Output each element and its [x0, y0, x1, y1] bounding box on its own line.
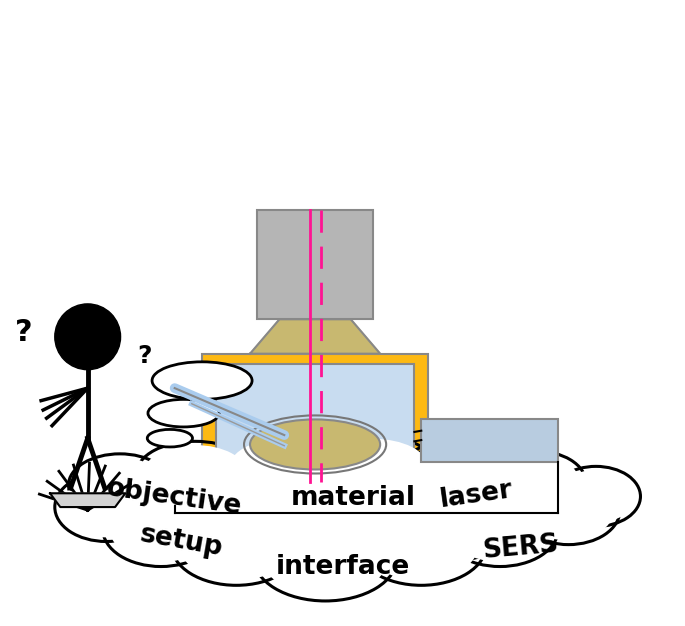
Ellipse shape	[397, 441, 514, 504]
Text: ?: ?	[137, 344, 151, 368]
Ellipse shape	[110, 496, 212, 562]
Bar	[421, 419, 558, 462]
Ellipse shape	[137, 448, 548, 573]
Ellipse shape	[55, 473, 158, 541]
Ellipse shape	[223, 435, 346, 498]
Ellipse shape	[442, 491, 558, 567]
Text: setup: setup	[138, 521, 225, 562]
Ellipse shape	[262, 518, 388, 596]
Ellipse shape	[557, 470, 635, 523]
Text: interface: interface	[275, 553, 410, 580]
Text: material: material	[290, 485, 415, 511]
Ellipse shape	[147, 429, 192, 447]
Ellipse shape	[253, 513, 397, 601]
Ellipse shape	[103, 491, 219, 567]
Ellipse shape	[75, 458, 165, 513]
Polygon shape	[250, 319, 380, 354]
Text: SERS: SERS	[482, 531, 560, 564]
Bar	[257, 210, 373, 319]
Ellipse shape	[483, 451, 586, 513]
Ellipse shape	[449, 496, 551, 562]
Ellipse shape	[489, 454, 580, 510]
Ellipse shape	[61, 477, 151, 537]
Bar	[216, 364, 414, 474]
Ellipse shape	[312, 435, 435, 498]
Ellipse shape	[551, 466, 640, 526]
Ellipse shape	[152, 362, 252, 399]
Ellipse shape	[517, 476, 620, 545]
Ellipse shape	[230, 439, 338, 494]
Ellipse shape	[148, 399, 219, 427]
Bar	[175, 482, 480, 506]
Ellipse shape	[144, 445, 247, 500]
Ellipse shape	[179, 509, 294, 580]
Polygon shape	[50, 493, 125, 507]
Ellipse shape	[137, 441, 253, 504]
Ellipse shape	[356, 504, 486, 585]
Ellipse shape	[162, 455, 523, 565]
Text: objective: objective	[105, 475, 244, 520]
Bar	[202, 354, 428, 485]
Ellipse shape	[404, 445, 507, 500]
Text: ?: ?	[15, 318, 33, 347]
Ellipse shape	[171, 504, 301, 585]
Ellipse shape	[250, 419, 380, 470]
Ellipse shape	[68, 454, 171, 516]
Ellipse shape	[364, 509, 479, 580]
Ellipse shape	[55, 304, 121, 370]
Ellipse shape	[319, 439, 427, 494]
Text: laser: laser	[438, 476, 514, 513]
Ellipse shape	[523, 480, 614, 540]
